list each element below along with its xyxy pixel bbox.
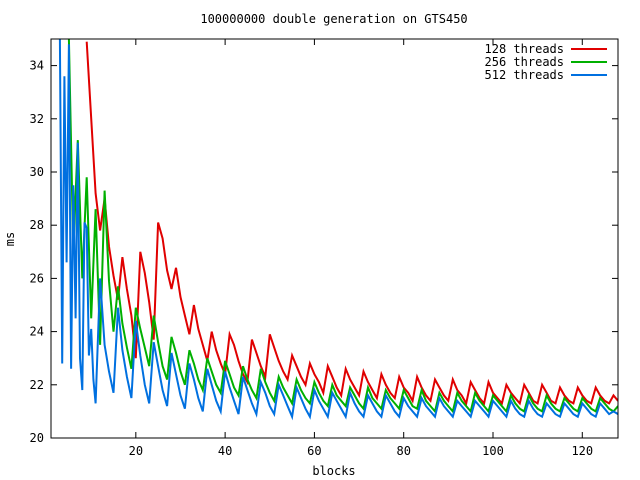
chart-title: 100000000 double generation on GTS450: [200, 12, 467, 26]
series-line-128-threads: [85, 41, 618, 407]
y-tick-label: 24: [30, 325, 44, 339]
y-axis-label: ms: [3, 232, 17, 246]
y-tick-label: 28: [30, 218, 44, 232]
legend-label: 512 threads: [485, 68, 564, 82]
y-tick-label: 30: [30, 165, 44, 179]
y-tick-label: 26: [30, 271, 44, 285]
y-tick-label: 22: [30, 378, 44, 392]
plot-frame: [50, 38, 619, 439]
series-line-512-threads: [58, 39, 618, 421]
y-tick-label: 32: [30, 112, 44, 126]
x-tick-label: 20: [129, 444, 143, 458]
y-tick-label: 34: [30, 59, 44, 73]
x-tick-label: 40: [218, 444, 232, 458]
x-tick-label: 60: [307, 444, 321, 458]
legend-label: 128 threads: [485, 42, 564, 56]
x-axis-label: blocks: [312, 464, 355, 478]
x-tick-label: 120: [571, 444, 593, 458]
x-tick-label: 80: [396, 444, 410, 458]
series-line-256-threads: [67, 39, 618, 414]
x-tick-label: 100: [482, 444, 504, 458]
legend-label: 256 threads: [485, 55, 564, 69]
y-tick-label: 20: [30, 431, 44, 445]
plot-area: [58, 39, 618, 421]
